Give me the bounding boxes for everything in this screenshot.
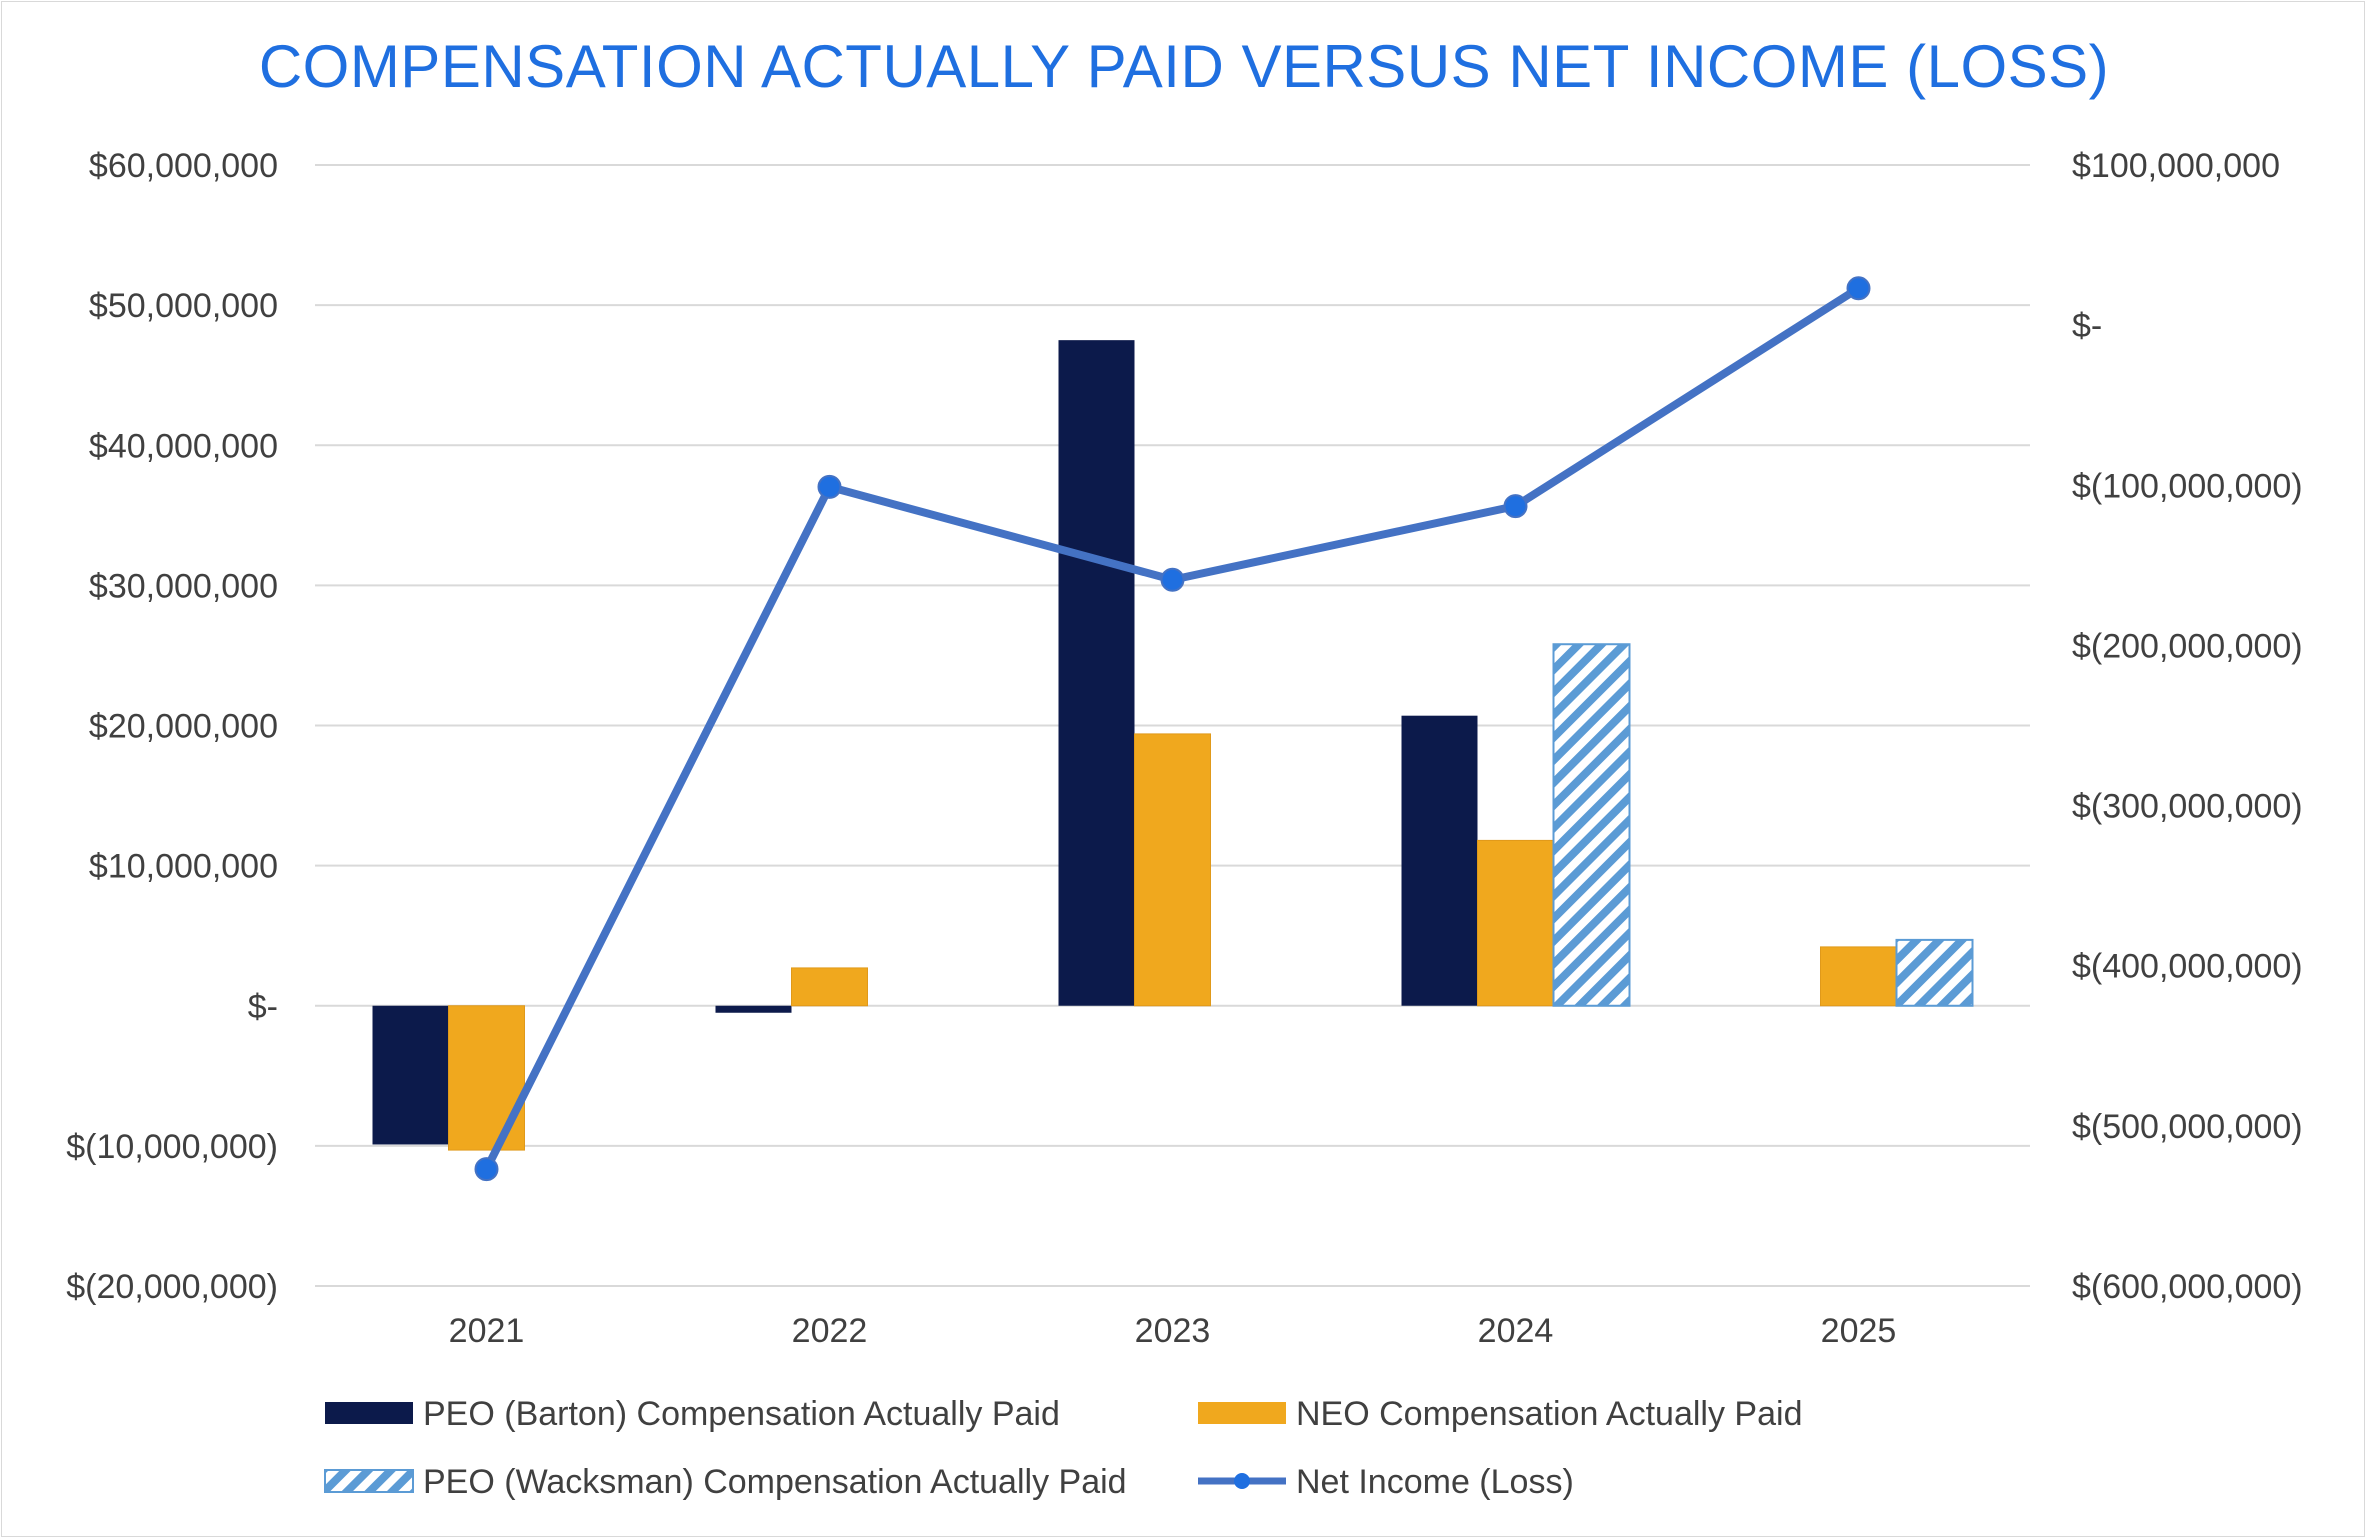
bar xyxy=(791,967,868,1007)
bar xyxy=(1401,715,1478,1006)
chart-title: COMPENSATION ACTUALLY PAID VERSUS NET IN… xyxy=(258,33,2110,100)
legend-label: PEO (Wacksman) Compensation Actually Pai… xyxy=(423,1463,1127,1501)
bar xyxy=(715,1005,792,1013)
right-axis-tick-label: $(500,000,000) xyxy=(2072,1108,2303,1146)
legend-swatch xyxy=(325,1402,413,1424)
x-axis-tick-label: 2024 xyxy=(1478,1312,1554,1350)
net-income-point xyxy=(474,1157,499,1182)
left-axis-tick-label: $50,000,000 xyxy=(89,287,278,325)
right-axis-tick-label: $(400,000,000) xyxy=(2072,948,2303,986)
net-income-line xyxy=(482,284,1861,1171)
x-axis-tick-label: 2022 xyxy=(792,1312,868,1350)
net-income-point xyxy=(817,474,842,499)
x-axis-tick-label: 2021 xyxy=(449,1312,525,1350)
bar xyxy=(372,1005,449,1145)
x-axis-tick-label: 2023 xyxy=(1135,1312,1211,1350)
right-axis-tick-label: $(100,000,000) xyxy=(2072,467,2303,505)
net-income-point xyxy=(1846,276,1871,301)
left-axis-tick-label: $(20,000,000) xyxy=(66,1268,278,1306)
bar xyxy=(448,1005,525,1151)
right-axis-tick-label: $(200,000,000) xyxy=(2072,627,2303,665)
bar xyxy=(1552,643,1631,1007)
left-axis-tick-label: $40,000,000 xyxy=(89,427,278,465)
left-axis-tick-label: $10,000,000 xyxy=(89,848,278,886)
bar xyxy=(1058,340,1135,1006)
legend-marker-net-income xyxy=(1234,1473,1250,1489)
bar xyxy=(1895,938,1974,1007)
legend-swatch xyxy=(324,1469,414,1493)
bar xyxy=(1134,733,1211,1007)
left-axis-tick-label: $20,000,000 xyxy=(89,708,278,746)
bar xyxy=(1477,839,1554,1007)
legend-label: NEO Compensation Actually Paid xyxy=(1296,1395,1802,1433)
bar xyxy=(1820,946,1897,1007)
net-income-point xyxy=(1160,567,1185,592)
right-axis-tick-label: $- xyxy=(2072,307,2102,345)
left-axis-tick-label: $- xyxy=(248,988,278,1026)
right-axis-tick-label: $(600,000,000) xyxy=(2072,1268,2303,1306)
left-axis-tick-label: $30,000,000 xyxy=(89,567,278,605)
left-axis-tick-label: $60,000,000 xyxy=(89,147,278,185)
left-axis-tick-label: $(10,000,000) xyxy=(66,1128,278,1166)
legend-label: Net Income (Loss) xyxy=(1296,1463,1574,1501)
legend-label: PEO (Barton) Compensation Actually Paid xyxy=(423,1395,1060,1433)
right-axis-tick-label: $(300,000,000) xyxy=(2072,788,2303,826)
x-axis-tick-label: 2025 xyxy=(1821,1312,1897,1350)
net-income-point xyxy=(1503,494,1528,519)
right-axis-tick-label: $100,000,000 xyxy=(2072,147,2280,185)
legend-swatch xyxy=(1198,1402,1286,1424)
